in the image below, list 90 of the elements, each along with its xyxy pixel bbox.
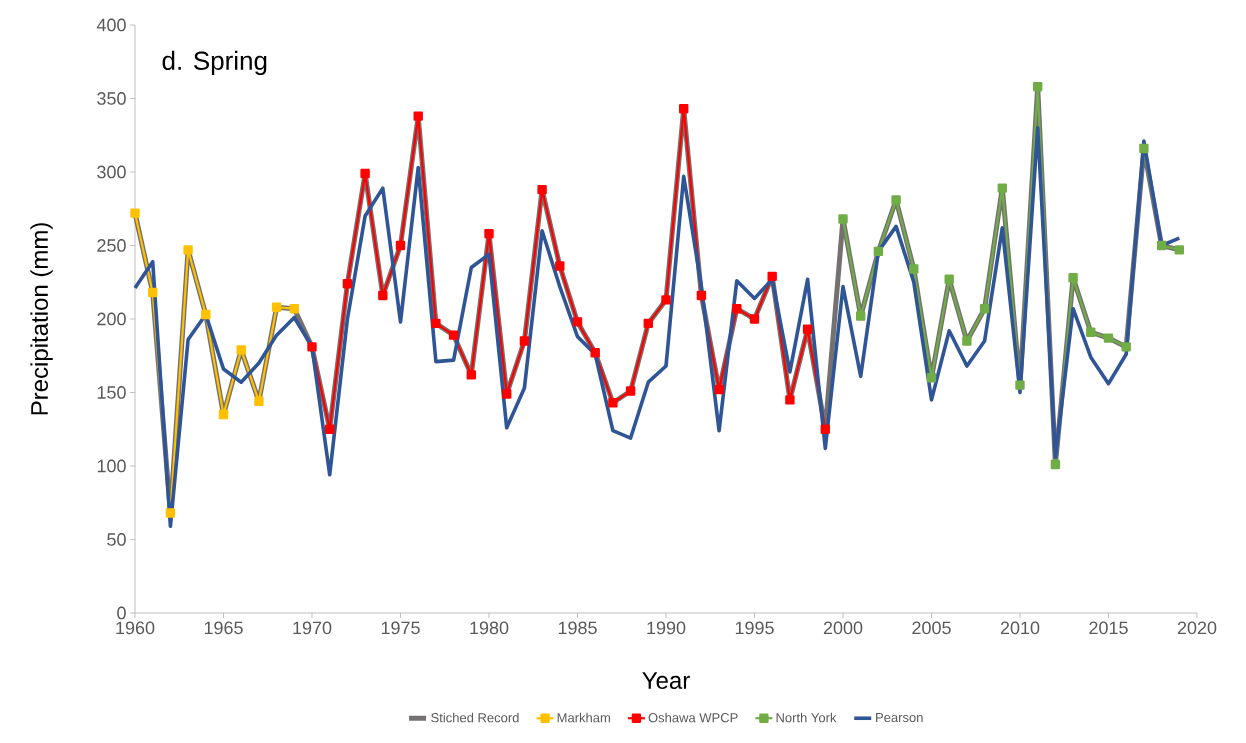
point (944, 274, 954, 284)
point (502, 389, 512, 399)
point (820, 424, 830, 434)
point (785, 395, 795, 405)
x-tick-label: 2010 (1000, 621, 1040, 635)
legend-label: Pearson (876, 713, 923, 723)
y-axis-title: Precipitation (mm) (30, 223, 53, 415)
point (484, 229, 494, 239)
y-tick-label: 200 (97, 312, 126, 326)
point (555, 261, 565, 271)
x-tick-label: 2005 (912, 621, 951, 635)
point (873, 246, 884, 257)
point (1156, 240, 1167, 251)
y-tick-label: 50 (107, 533, 126, 546)
point (1086, 327, 1096, 337)
point (342, 279, 353, 289)
y-tick-label: 100 (97, 459, 126, 473)
point (130, 208, 140, 218)
y-tick-label: 250 (97, 239, 126, 252)
x-tick-label: 1975 (381, 621, 420, 635)
y-tick-label: 350 (97, 92, 126, 105)
x-tick-label: 2020 (1177, 621, 1217, 635)
point (378, 290, 388, 301)
point (201, 309, 211, 320)
point (1015, 380, 1025, 390)
point (254, 396, 264, 406)
point (714, 384, 724, 395)
point (838, 214, 848, 224)
point (183, 245, 193, 255)
point (661, 295, 671, 305)
point (891, 195, 901, 205)
point (218, 409, 229, 420)
point (979, 304, 990, 314)
text: d. Spring (162, 50, 267, 76)
x-tick-label: 1965 (204, 621, 243, 635)
legend-label: Stiched Record (431, 712, 519, 723)
point (749, 314, 760, 324)
point (1174, 245, 1184, 255)
point (413, 111, 423, 121)
point (466, 370, 476, 380)
point (395, 240, 406, 251)
point (802, 324, 813, 334)
point (325, 424, 335, 434)
x-tick-label: 1990 (647, 621, 686, 635)
point (148, 287, 158, 298)
point (909, 264, 919, 274)
point (236, 345, 246, 355)
point (1103, 333, 1114, 343)
point (732, 304, 742, 314)
point (997, 183, 1007, 193)
x-tick-label: 1995 (735, 621, 774, 635)
point (1068, 273, 1078, 283)
legend-label: Markham (557, 712, 610, 723)
y-tick-label: 0 (117, 606, 126, 620)
x-tick-label: 2000 (823, 621, 863, 635)
point (926, 373, 937, 383)
point (643, 318, 653, 329)
x-tick-label: 1960 (116, 621, 155, 635)
point (1121, 342, 1131, 352)
x-tick-label: 1985 (558, 621, 597, 635)
point (679, 104, 689, 114)
point (307, 342, 317, 352)
x-tick-label: 2015 (1089, 621, 1128, 635)
point (696, 290, 707, 301)
legend-label: Oshawa WPCP (648, 712, 738, 723)
point (572, 317, 583, 327)
x-tick-label: 1980 (470, 621, 509, 635)
point (289, 304, 300, 314)
y-tick-label: 300 (97, 165, 126, 179)
x-axis-title: Year (642, 672, 690, 689)
point (856, 311, 866, 321)
point (519, 336, 530, 346)
point (537, 184, 547, 195)
y-tick-label: 400 (96, 18, 126, 32)
x-tick-label: 1970 (293, 621, 332, 635)
point (608, 398, 618, 408)
point (625, 386, 636, 396)
point (1033, 82, 1043, 92)
point (590, 348, 600, 358)
point (360, 168, 370, 179)
point (1139, 143, 1149, 154)
point (448, 330, 459, 340)
point (767, 271, 777, 282)
point (431, 318, 441, 329)
point (165, 508, 176, 518)
point (962, 336, 972, 346)
y-tick-label: 150 (97, 386, 126, 399)
point (271, 302, 282, 312)
legend-label: North York (776, 712, 837, 723)
point (1050, 459, 1061, 470)
